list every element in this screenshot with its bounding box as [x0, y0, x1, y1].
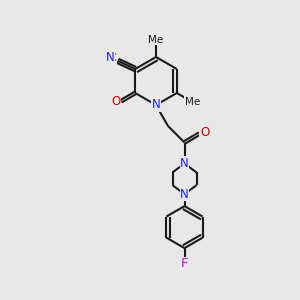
- Text: O: O: [111, 95, 120, 108]
- Text: Me: Me: [148, 35, 164, 45]
- Text: N: N: [152, 98, 160, 112]
- Text: Me: Me: [185, 97, 200, 107]
- Text: F: F: [181, 257, 188, 270]
- Text: C: C: [109, 53, 116, 64]
- Text: O: O: [200, 126, 209, 140]
- Text: N: N: [106, 51, 114, 64]
- Text: N: N: [180, 188, 189, 201]
- Text: N: N: [180, 157, 189, 170]
